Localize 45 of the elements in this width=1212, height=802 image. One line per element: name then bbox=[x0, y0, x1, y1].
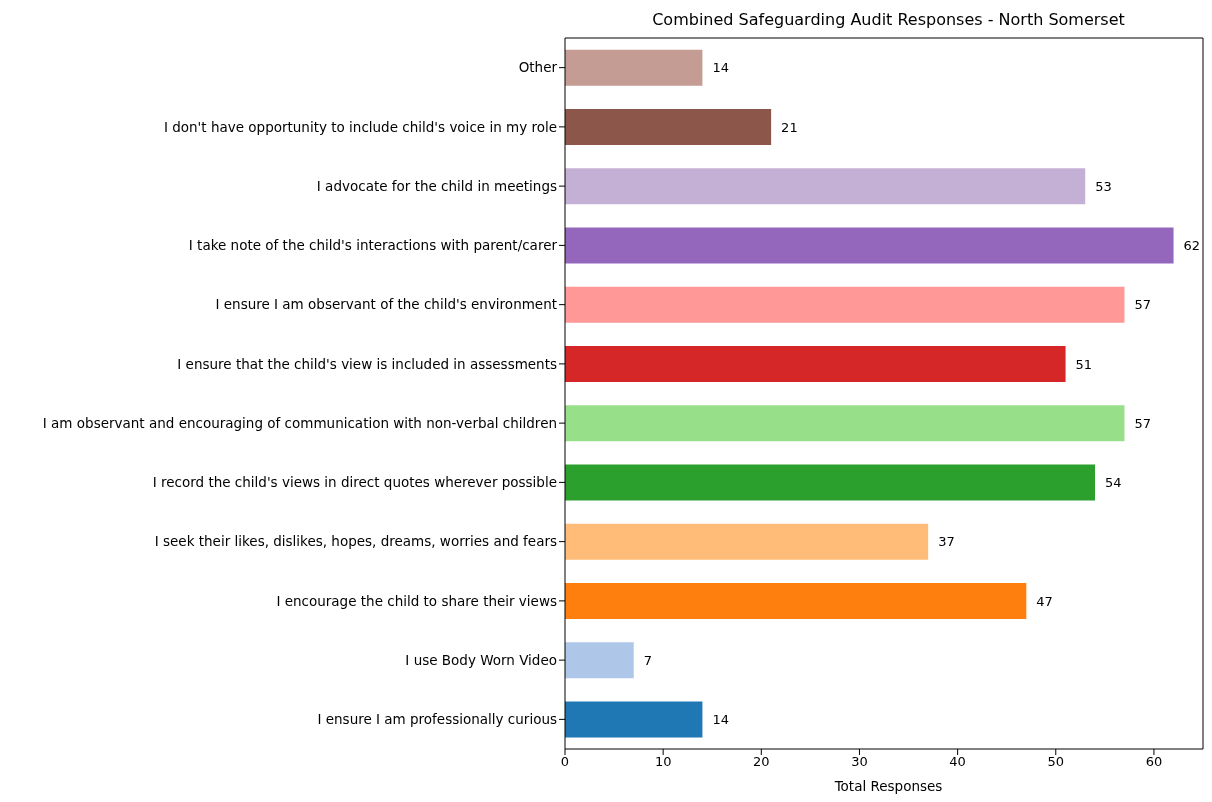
bar bbox=[565, 583, 1027, 620]
data-label: 57 bbox=[1134, 415, 1152, 431]
bar bbox=[565, 642, 634, 679]
bar bbox=[565, 109, 772, 146]
data-label: 51 bbox=[1075, 356, 1093, 372]
data-label: 57 bbox=[1134, 297, 1152, 313]
y-tick-label: I ensure I am professionally curious bbox=[317, 711, 557, 728]
data-label: 37 bbox=[938, 534, 955, 550]
y-tick-label: I ensure I am observant of the child's environment bbox=[215, 296, 557, 313]
data-label: 47 bbox=[1036, 593, 1053, 609]
y-tick-label: I encourage the child to share their views bbox=[276, 592, 557, 609]
x-axis-title: Total Responses bbox=[833, 778, 944, 794]
bar bbox=[565, 405, 1125, 442]
y-tick-label: I am observant and encouraging of communication with non-verbal children bbox=[42, 414, 557, 431]
x-tick-label: 0 bbox=[560, 754, 570, 770]
chart-title: Combined Safeguarding Audit Responses - North Somerset bbox=[651, 10, 1126, 29]
data-label: 14 bbox=[712, 60, 729, 76]
data-label: 62 bbox=[1183, 238, 1201, 254]
data-label: 7 bbox=[643, 652, 652, 668]
data-label: 14 bbox=[712, 712, 729, 728]
y-tick-label: I advocate for the child in meetings bbox=[316, 177, 557, 194]
bar bbox=[565, 346, 1066, 383]
bar bbox=[565, 701, 703, 738]
data-label: 21 bbox=[781, 119, 798, 135]
bar bbox=[565, 464, 1096, 501]
y-tick-label: I ensure that the child's view is included in assessments bbox=[177, 355, 557, 372]
x-tick-label: 20 bbox=[753, 754, 770, 770]
x-tick-label: 60 bbox=[1145, 754, 1163, 770]
x-tick-label: 40 bbox=[949, 754, 966, 770]
bar bbox=[565, 286, 1125, 323]
y-tick-label: I take note of the child's interactions with parent/carer bbox=[188, 237, 558, 254]
x-tick-label: 50 bbox=[1047, 754, 1065, 770]
bar bbox=[565, 523, 929, 560]
bar bbox=[565, 49, 703, 86]
y-tick-label: I seek their likes, dislikes, hopes, dreams, worries and fears bbox=[154, 533, 557, 550]
x-tick-label: 10 bbox=[654, 754, 672, 770]
y-tick-label: Other bbox=[518, 59, 558, 76]
y-tick-label: I use Body Worn Video bbox=[405, 651, 557, 668]
bar bbox=[565, 168, 1086, 205]
x-tick-label: 30 bbox=[851, 754, 868, 770]
y-tick-label: I record the child's views in direct quotes wherever possible bbox=[152, 474, 557, 491]
bar bbox=[565, 227, 1174, 264]
data-label: 54 bbox=[1105, 475, 1122, 491]
data-label: 53 bbox=[1095, 178, 1112, 194]
y-tick-label: I don't have opportunity to include child's voice in my role bbox=[163, 118, 557, 135]
